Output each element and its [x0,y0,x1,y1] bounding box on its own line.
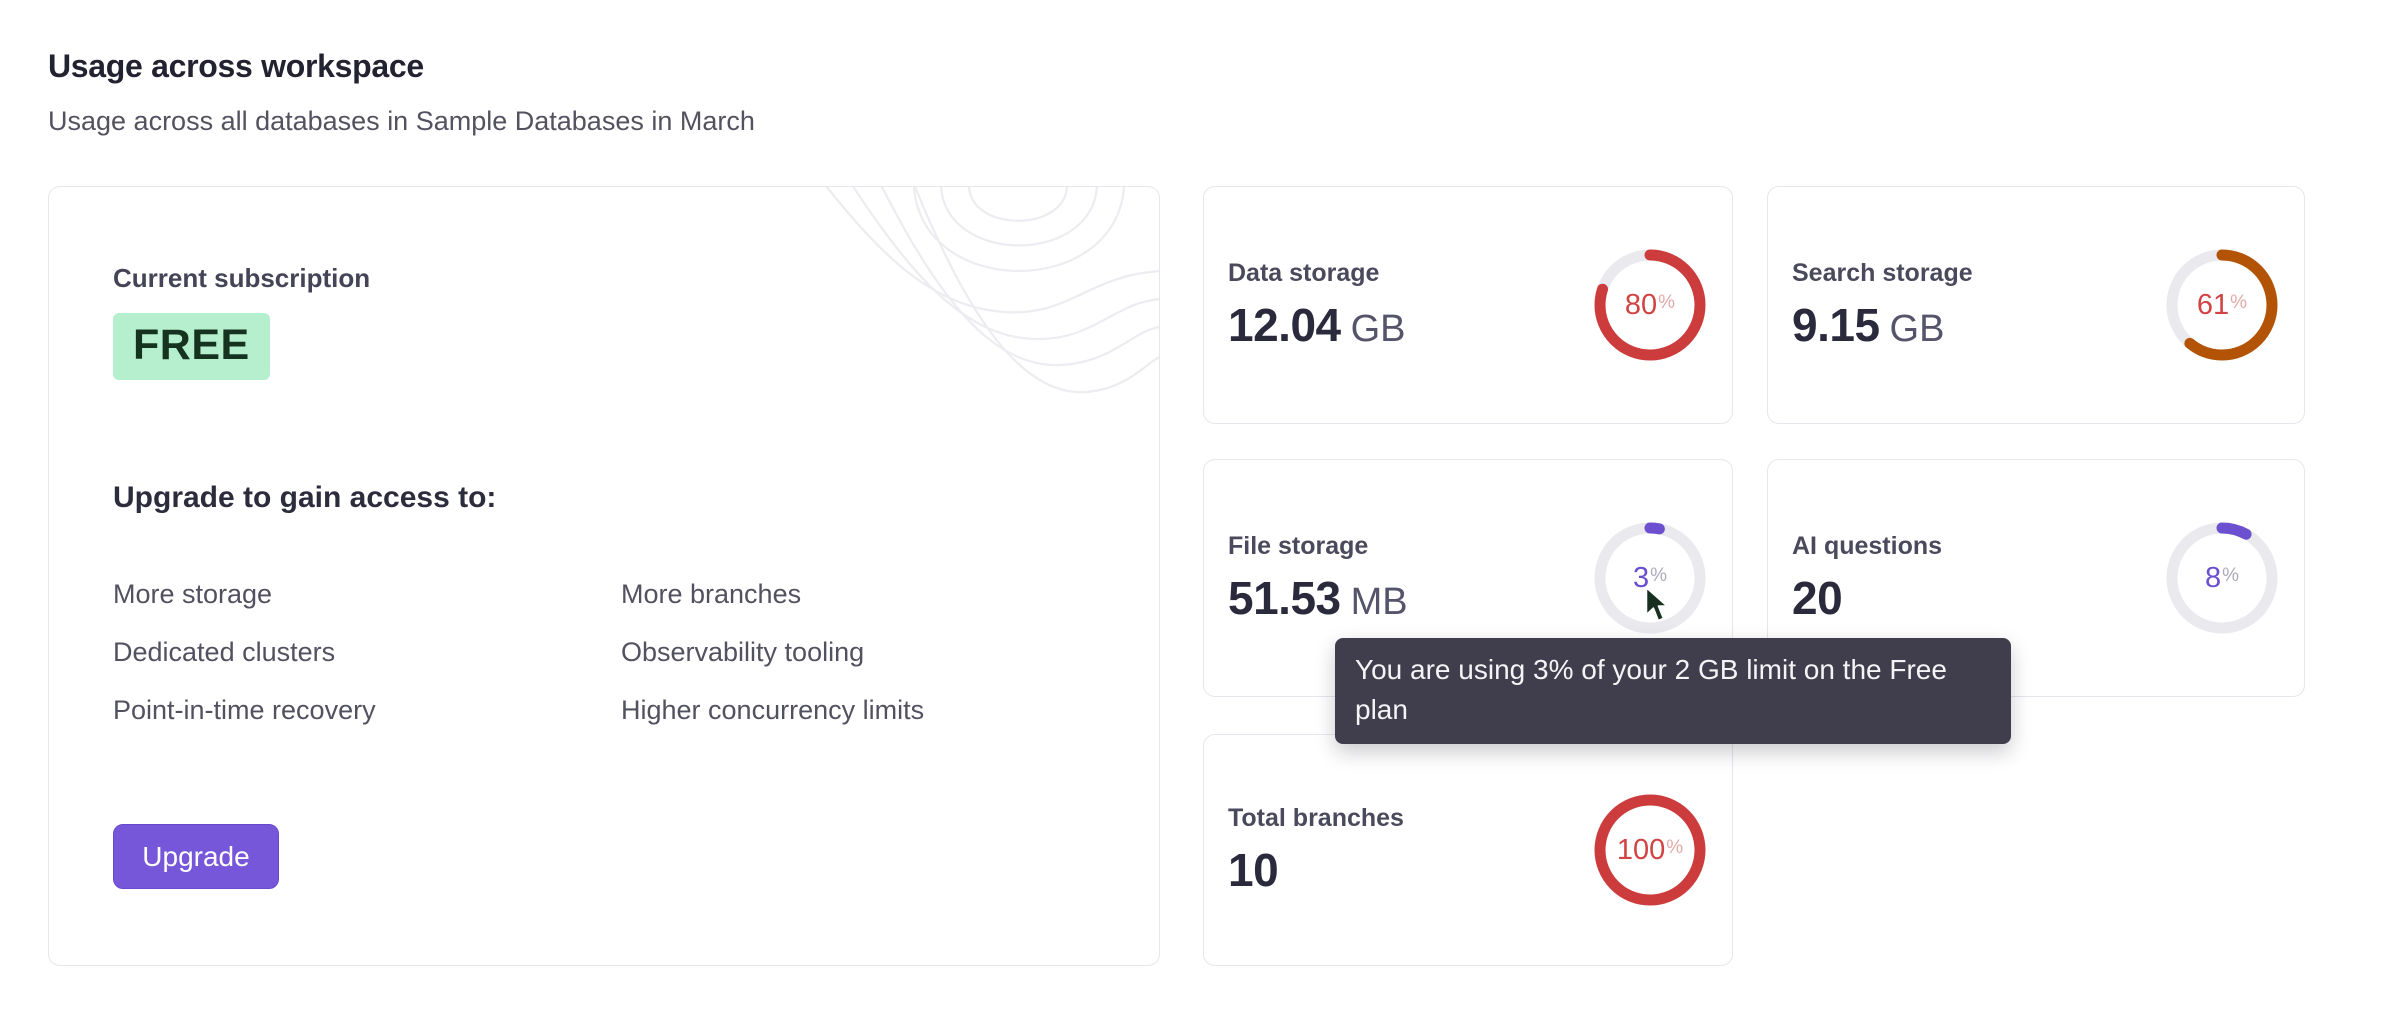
feature-more-storage: More storage [113,579,273,609]
stat-value: 51.53 [1228,571,1341,624]
feature-observability-tooling: Observability tooling [621,637,865,667]
feature-more-branches: More branches [621,579,802,609]
stat-value: 9.15 [1792,298,1880,351]
usage-ring[interactable]: 100% [1594,794,1706,906]
percent-sign: % [2222,565,2240,586]
upgrade-heading: Upgrade to gain access to: [113,481,497,514]
stat-label: AI questions [1792,531,1943,560]
percent-sign: % [2230,292,2248,313]
stat-label: Total branches [1228,803,1404,832]
percent-sign: % [1666,837,1684,858]
usage-ring[interactable]: 61% [2166,249,2278,361]
usage-ring[interactable]: 3% [1594,522,1706,634]
stat-label: File storage [1228,531,1369,560]
stat-unit: MB [1350,580,1408,623]
stat-value: 20 [1792,571,1843,624]
ring-percent: 61 [2196,288,2230,321]
ring-percent: 3 [1632,561,1650,594]
ring-percent: 100 [1616,833,1666,866]
ring-percent: 80 [1624,288,1658,321]
plan-badge: FREE [113,313,270,380]
percent-sign: % [1658,292,1676,313]
usage-tooltip: You are using 3% of your 2 GB limit on t… [1335,638,2011,744]
page-subtitle: Usage across all databases in Sample Dat… [48,106,755,136]
current-subscription-heading: Current subscription [113,263,371,293]
usage-ring[interactable]: 80% [1594,249,1706,361]
feature-dedicated-clusters: Dedicated clusters [113,637,336,667]
search-storage-card: Search storage 9.15 GB 61% [1767,186,2305,424]
stat-label: Search storage [1792,258,1973,287]
stat-value: 10 [1228,843,1279,896]
subscription-card: Current subscription FREE Upgrade to gai… [48,186,1160,966]
stat-unit: GB [1350,307,1406,350]
stat-unit: GB [1889,307,1945,350]
feature-higher-concurrency-limits: Higher concurrency limits [621,695,925,725]
page-title: Usage across workspace [48,48,424,84]
decorative-waves-icon [825,187,1159,394]
stat-label: Data storage [1228,258,1380,287]
stat-value: 12.04 [1228,298,1341,351]
feature-point-in-time-recovery: Point-in-time recovery [113,695,376,725]
total-branches-card: Total branches 10 100% [1203,734,1733,966]
usage-ring[interactable]: 8% [2166,522,2278,634]
data-storage-card: Data storage 12.04 GB 80% [1203,186,1733,424]
ring-percent: 8 [2204,561,2222,594]
percent-sign: % [1650,565,1668,586]
upgrade-button[interactable]: Upgrade [113,824,279,889]
